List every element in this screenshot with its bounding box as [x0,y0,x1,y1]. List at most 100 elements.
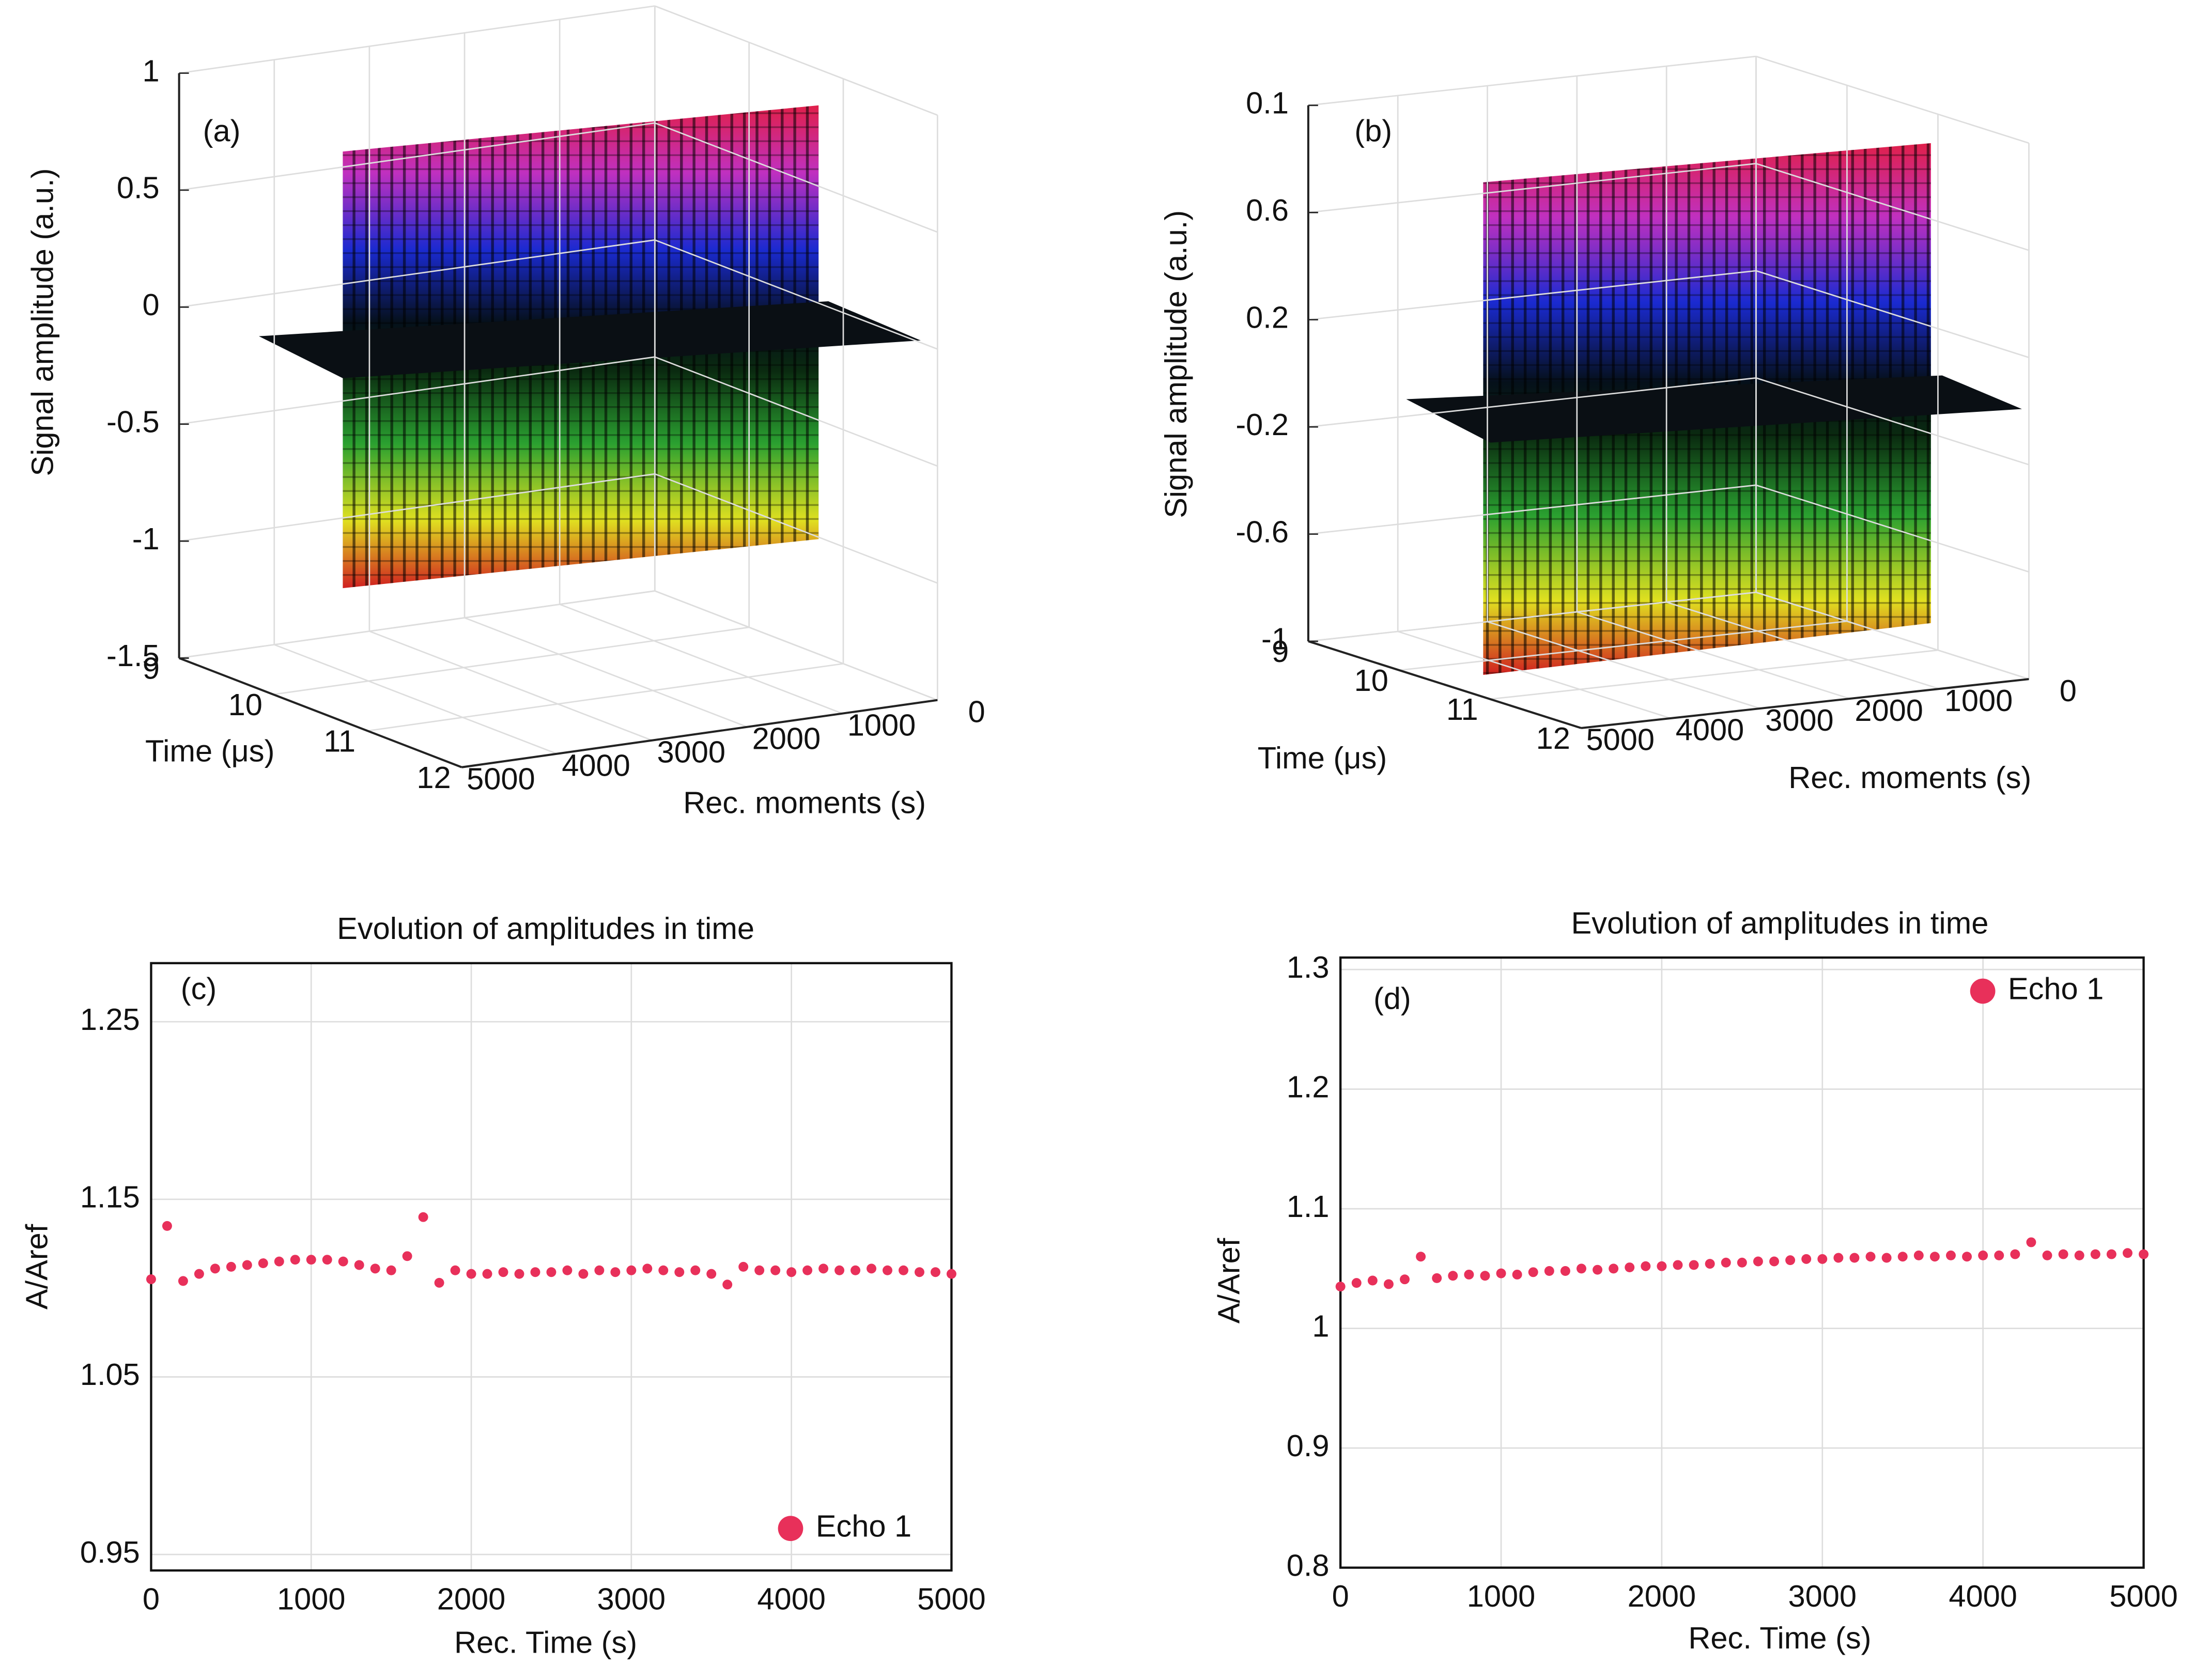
z-tick-label: -1 [132,521,160,556]
point [242,1260,252,1270]
point [610,1267,621,1277]
point [802,1265,813,1275]
point [882,1265,892,1275]
point [402,1251,412,1261]
point [1962,1252,1972,1262]
r-axis [1581,678,2029,729]
x-tick-label: 0 [1332,1579,1349,1613]
grid-line [1756,270,2029,359]
r-tick-label: 3000 [1765,703,1834,737]
chart-title: Evolution of amplitudes in time [1571,905,1989,940]
r-axis-label: Rec. moments (s) [683,785,926,820]
point [466,1269,476,1279]
y-tick-label: 0.8 [1287,1548,1330,1582]
grid-line [1308,55,1756,106]
grid-line [654,5,938,116]
r-tick-label: 5000 [467,762,535,796]
x-tick-label: 1000 [1467,1579,1536,1613]
z-axis-label: Signal amplitude (a.u.) [1158,210,1193,518]
y-axis-label: A/Aref [20,1224,54,1309]
point [2090,1249,2100,1259]
grid-line [274,644,558,754]
point [930,1267,940,1277]
point [2010,1249,2020,1259]
x-tick-label: 5000 [917,1581,986,1616]
grid-line [1666,601,1940,690]
point [450,1265,460,1275]
point [258,1258,268,1269]
point [1865,1252,1876,1262]
t-tick-label: 12 [416,760,451,795]
point [2074,1250,2084,1260]
grid-line [1756,484,2029,573]
point [226,1261,236,1272]
point [1528,1267,1538,1277]
x-axis-label: Rec. Time (s) [1688,1621,1871,1655]
z-tick-label: 0.6 [1246,193,1289,227]
point [1769,1256,1779,1267]
z-tick-label: -0.2 [1235,407,1289,442]
point [1705,1259,1715,1269]
grid-line [1308,377,1756,428]
x-tick-label: 2000 [437,1581,506,1616]
grid-line [179,5,655,74]
grid-line [654,590,938,701]
point [1544,1266,1554,1276]
point [898,1265,908,1275]
grid-line [179,590,655,659]
point [146,1274,156,1284]
r-tick-label: 2000 [1855,693,1923,728]
grid-line [654,473,938,584]
grid-line [1308,270,1756,321]
x-tick-label: 5000 [2109,1579,2178,1613]
point [290,1255,300,1265]
point [1400,1274,1410,1285]
chart-title: Evolution of amplitudes in time [337,911,754,946]
surfaces [258,105,2022,675]
panel-label: (b) [1354,114,1392,148]
grid-line [1756,163,2029,251]
grid-line [1756,377,2029,466]
y-tick-label: 0.9 [1287,1428,1330,1463]
t-tick-label: 11 [323,723,356,758]
point [1351,1278,1362,1288]
point [482,1269,492,1279]
z-tick-label: -1 [1261,622,1289,656]
t-axis [178,657,462,768]
y-tick-label: 1 [1312,1308,1329,1343]
point [1849,1253,1860,1263]
grid-line [369,630,653,741]
grid-line [179,473,655,542]
z-tick-label: 0 [143,287,160,322]
legend-marker [1970,978,1996,1004]
point [1416,1252,1426,1262]
z-tick-label: 0.5 [117,171,160,205]
point [178,1276,188,1286]
x-tick-label: 1000 [277,1581,346,1616]
point [1448,1271,1458,1281]
point [706,1269,717,1279]
r-axis-label: Rec. moments (s) [1788,760,2031,795]
point [1994,1250,2004,1260]
point [306,1255,316,1265]
y-tick-label: 1.1 [1287,1189,1330,1224]
t-axis-label: Time (μs) [1258,741,1387,775]
point [354,1260,364,1270]
point [322,1255,332,1265]
point [338,1256,348,1267]
point [1897,1252,1908,1262]
grid-line [654,239,938,350]
x-tick-label: 4000 [1949,1579,2017,1613]
z-tick-label: 1 [143,53,160,88]
r-tick-label: 4000 [562,748,630,783]
point [1464,1269,1474,1280]
point [690,1265,701,1275]
point [1833,1253,1844,1263]
x-axis-label: Rec. Time (s) [454,1625,637,1659]
x-tick-label: 2000 [1628,1579,1696,1613]
point [1689,1260,1699,1270]
point [370,1263,380,1274]
point [546,1267,557,1277]
